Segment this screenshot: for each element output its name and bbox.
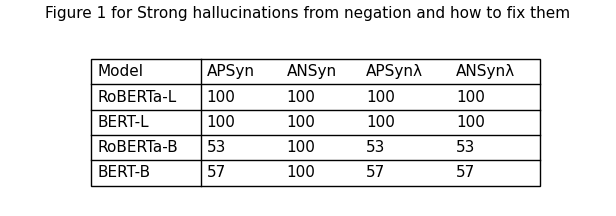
Text: Model: Model	[97, 64, 143, 79]
Text: Figure 1 for Strong hallucinations from negation and how to fix them: Figure 1 for Strong hallucinations from …	[46, 6, 570, 21]
Text: 100: 100	[207, 115, 236, 130]
Text: BERT-L: BERT-L	[97, 115, 148, 130]
Text: ANSyn: ANSyn	[286, 64, 337, 79]
Text: BERT-B: BERT-B	[97, 165, 150, 180]
Text: 100: 100	[456, 90, 485, 105]
Text: 57: 57	[367, 165, 386, 180]
Text: RoBERTa-L: RoBERTa-L	[97, 90, 176, 105]
Text: 100: 100	[367, 90, 395, 105]
Text: 100: 100	[286, 115, 315, 130]
Text: 53: 53	[456, 140, 476, 155]
Text: ANSynλ: ANSynλ	[456, 64, 515, 79]
Text: 53: 53	[367, 140, 386, 155]
Text: 57: 57	[207, 165, 226, 180]
Text: 100: 100	[367, 115, 395, 130]
Text: 100: 100	[286, 165, 315, 180]
Bar	[91, 59, 540, 186]
Text: 57: 57	[456, 165, 476, 180]
Text: APSynλ: APSynλ	[367, 64, 423, 79]
Text: 100: 100	[286, 140, 315, 155]
Text: RoBERTa-B: RoBERTa-B	[97, 140, 178, 155]
Text: 100: 100	[286, 90, 315, 105]
Text: 100: 100	[456, 115, 485, 130]
Text: APSyn: APSyn	[207, 64, 255, 79]
Text: 100: 100	[207, 90, 236, 105]
Text: 53: 53	[207, 140, 226, 155]
